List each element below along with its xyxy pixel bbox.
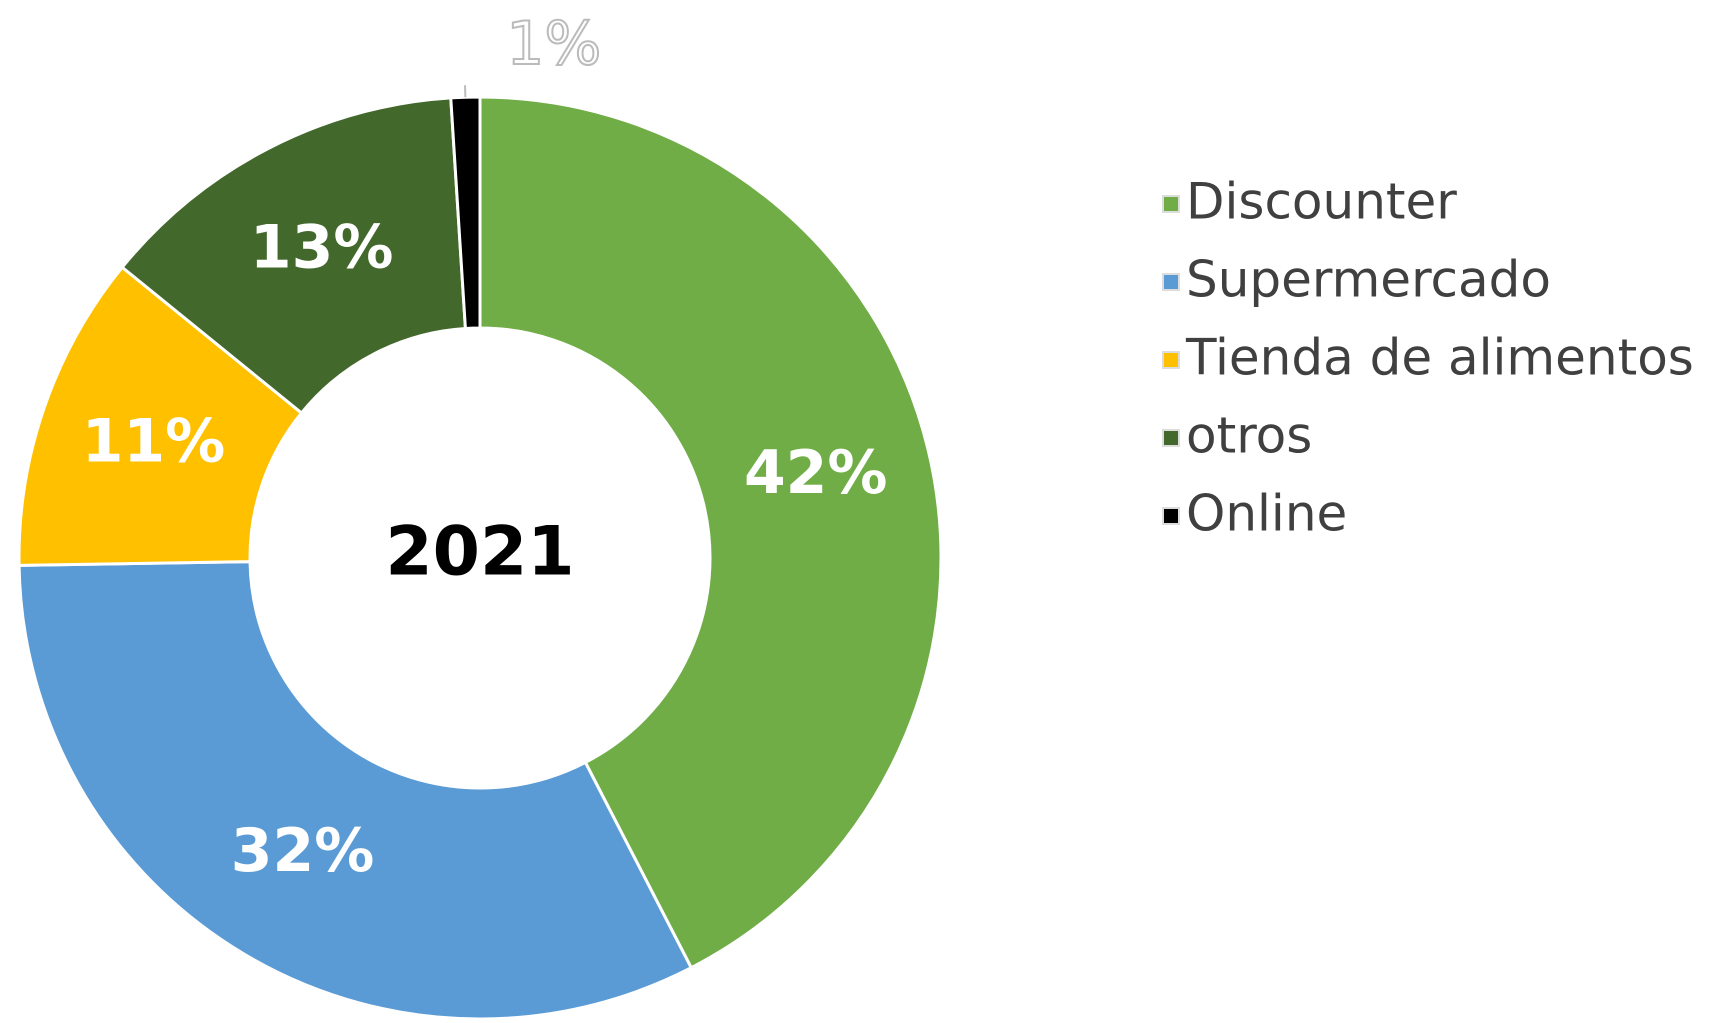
legend-swatch — [1162, 351, 1180, 369]
value-label: 42% — [744, 438, 888, 508]
donut-slice — [120, 96, 468, 416]
legend-label: Online — [1186, 485, 1347, 543]
value-label: 11% — [82, 407, 226, 477]
legend-label: Discounter — [1186, 173, 1457, 231]
value-label: 32% — [231, 816, 375, 886]
legend-swatch — [1162, 507, 1180, 525]
legend-swatch — [1162, 429, 1180, 447]
donut-slice — [449, 95, 482, 331]
donut-slice — [478, 95, 943, 970]
value-label: 13% — [250, 213, 394, 283]
legend-swatch — [1162, 195, 1180, 213]
legend-label: Supermercado — [1186, 251, 1551, 309]
donut-slice — [17, 560, 694, 1021]
donut-slice — [17, 265, 304, 567]
center-label: 2021 — [385, 513, 574, 592]
value-label: 1% — [506, 9, 601, 79]
legend-label: Tienda de alimentos — [1185, 329, 1694, 387]
legend-swatch — [1162, 273, 1180, 291]
legend-label: otros — [1186, 407, 1312, 465]
